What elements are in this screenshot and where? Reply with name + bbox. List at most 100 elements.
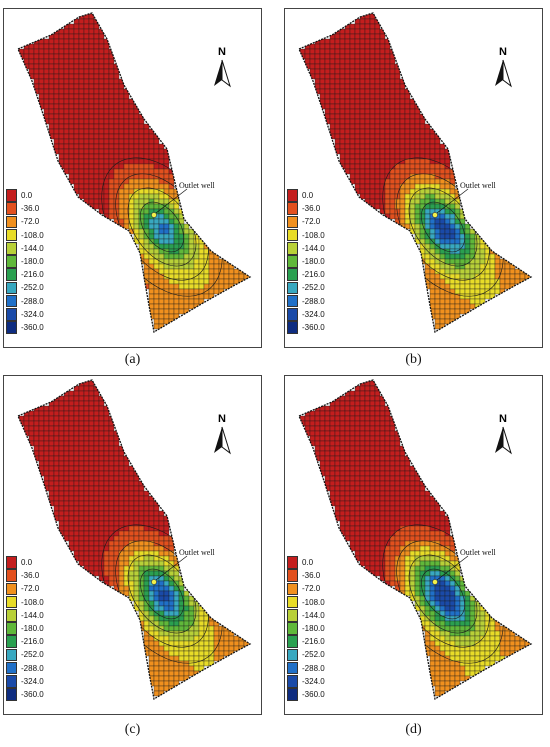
legend-entry: -144.0: [287, 609, 339, 622]
legend-entry: -360.0: [287, 321, 339, 334]
legend-label: -360.0: [21, 689, 44, 699]
legend-label: -180.0: [302, 257, 325, 267]
legend-swatch: [287, 582, 298, 596]
legend-swatch: [287, 294, 298, 308]
outlet-well-marker: [151, 579, 157, 585]
legend-label: -36.0: [302, 204, 321, 214]
legend-swatch: [287, 674, 298, 688]
legend-label: -108.0: [302, 597, 325, 607]
legend-entry: -72.0: [287, 215, 339, 229]
legend-label: -216.0: [302, 637, 325, 647]
legend-label: -360.0: [302, 322, 325, 332]
legend-swatch: [287, 648, 298, 662]
legend-swatch: [287, 242, 298, 255]
legend-swatch: [287, 635, 298, 649]
legend-swatch: [6, 215, 17, 229]
panel-c: 0.0 -36.0 -72.0 -108.0 -144.0 -180.0 -216.0 -25…: [3, 375, 262, 715]
legend-swatch: [6, 307, 17, 321]
legend-label: -324.0: [21, 309, 44, 319]
legend-swatch: [6, 202, 17, 216]
legend-entry: -36.0: [6, 569, 58, 583]
drawdown-field: [18, 380, 250, 697]
drawdown-map-c: [17, 379, 252, 701]
legend-entry: -288.0: [6, 661, 58, 675]
legend-entry: -216.0: [6, 635, 58, 649]
legend-entry: -180.0: [6, 255, 58, 268]
legend-swatch: [287, 202, 298, 216]
legend-label: -252.0: [302, 283, 325, 293]
legend-label: -252.0: [302, 650, 325, 660]
drawdown-field: [299, 380, 531, 697]
north-arrow-icon: N: [495, 46, 512, 88]
legend: 0.0 -36.0 -72.0 -108.0 -144.0 -180.0 -216.0 -25…: [6, 189, 58, 334]
legend-entry: -144.0: [6, 609, 58, 622]
panel-a: 0.0 -36.0 -72.0 -108.0 -144.0 -180.0 -216.0 -25…: [3, 8, 262, 348]
legend-label: -288.0: [21, 296, 44, 306]
legend-swatch: [287, 307, 298, 321]
legend-label: -144.0: [21, 610, 44, 620]
legend-swatch: [6, 609, 17, 622]
legend-swatch: [287, 556, 298, 569]
legend-entry: -360.0: [287, 688, 339, 701]
legend-entry: -324.0: [287, 674, 339, 688]
legend-entry: -216.0: [287, 635, 339, 649]
legend-label: -216.0: [302, 270, 325, 280]
north-arrow-icon: N: [214, 46, 231, 88]
legend-entry: -216.0: [287, 268, 339, 282]
contour-line: [421, 568, 465, 620]
legend-swatch: [6, 661, 17, 675]
domain-boundary: [298, 12, 533, 334]
caption-c: (c): [124, 722, 141, 737]
domain-boundary: [17, 379, 252, 701]
outlet-well-label: Outlet well: [460, 548, 496, 557]
legend-entry: -108.0: [287, 595, 339, 609]
legend-swatch: [6, 635, 17, 649]
legend-label: -144.0: [302, 610, 325, 620]
legend-entry: -180.0: [287, 255, 339, 268]
drawdown-map-a: [17, 12, 252, 334]
legend-label: -144.0: [302, 243, 325, 253]
legend-swatch: [6, 268, 17, 282]
legend-swatch: [6, 321, 17, 334]
outlet-well-label: Outlet well: [460, 181, 496, 190]
legend-entry: -36.0: [6, 202, 58, 216]
legend-entry: -288.0: [287, 661, 339, 675]
legend-entry: -252.0: [6, 648, 58, 662]
legend-swatch: [6, 242, 17, 255]
legend-entry: -72.0: [6, 215, 58, 229]
legend-swatch: [6, 674, 17, 688]
north-arrow-icon: N: [495, 413, 512, 455]
legend-entry: -72.0: [287, 582, 339, 596]
legend-label: -144.0: [21, 243, 44, 253]
north-label: N: [218, 413, 226, 425]
north-label: N: [499, 46, 507, 58]
legend-label: -288.0: [21, 663, 44, 673]
legend-label: -108.0: [21, 597, 44, 607]
legend-label: -288.0: [302, 296, 325, 306]
legend-label: 0.0: [302, 191, 314, 201]
legend-label: -216.0: [21, 637, 44, 647]
outlet-well-label: Outlet well: [179, 181, 215, 190]
legend-entry: -324.0: [287, 307, 339, 321]
legend-entry: -288.0: [287, 294, 339, 308]
legend-entry: -108.0: [6, 595, 58, 609]
legend-swatch: [287, 321, 298, 334]
legend-swatch: [287, 281, 298, 295]
legend-label: -36.0: [21, 571, 40, 581]
legend-entry: 0.0: [287, 556, 339, 569]
legend-swatch: [6, 189, 17, 202]
legend-label: -180.0: [21, 257, 44, 267]
legend-entry: 0.0: [6, 189, 58, 202]
legend-entry: -360.0: [6, 688, 58, 701]
legend-swatch: [6, 648, 17, 662]
contour-line: [421, 201, 465, 253]
legend-swatch: [6, 228, 17, 242]
legend-entry: 0.0: [6, 556, 58, 569]
legend-entry: -288.0: [6, 294, 58, 308]
legend-label: 0.0: [21, 558, 33, 568]
panel-b: 0.0 -36.0 -72.0 -108.0 -144.0 -180.0 -216.0 -25…: [284, 8, 543, 348]
legend-label: -72.0: [302, 584, 321, 594]
outlet-well-marker: [432, 212, 438, 218]
legend-entry: -108.0: [6, 228, 58, 242]
outlet-well-marker: [151, 212, 157, 218]
